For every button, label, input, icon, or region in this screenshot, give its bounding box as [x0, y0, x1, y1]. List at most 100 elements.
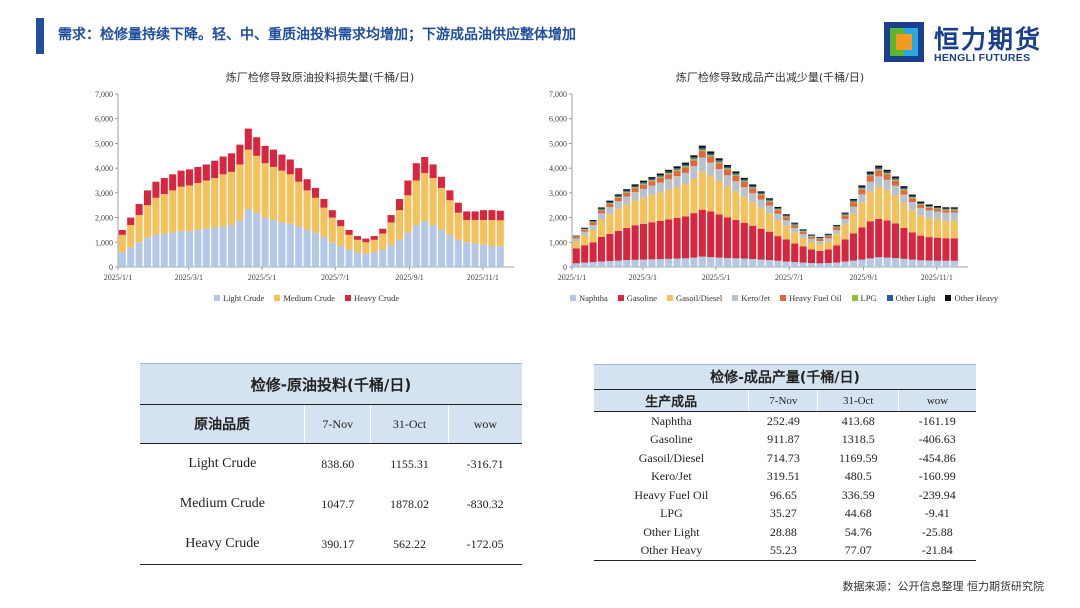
- bar-segment-kero-jet: [824, 238, 832, 242]
- cell-31oct: 1155.31: [390, 456, 429, 471]
- company-logo: 恒力期货 HENGLI FUTURES: [882, 20, 1052, 66]
- bar-segment-naphtha: [900, 258, 908, 267]
- bar-segment-kero-jet: [942, 212, 950, 221]
- bar-segment-lpg: [791, 224, 799, 226]
- bar-segment-gasoline: [807, 249, 816, 264]
- cell-wow: -454.86: [918, 450, 956, 465]
- bar-segment-kero-jet: [656, 182, 664, 193]
- bar-segment-naphtha: [749, 259, 757, 267]
- bar-segment-lpg: [597, 209, 606, 211]
- table-header: 31-Oct: [817, 389, 899, 412]
- bar-segment-heavy-crude: [185, 169, 194, 186]
- bar-segment-kero-jet: [690, 166, 698, 179]
- bar-segment-naphtha: [631, 259, 639, 267]
- bar-segment-heavy-crude: [236, 144, 244, 165]
- cell-7nov: 911.87: [767, 432, 800, 447]
- bar-segment-gasoil-diesel: [656, 192, 664, 221]
- bar-segment-heavy-fuel-oil: [807, 236, 816, 239]
- bar-segment-heavy-fuel-oil: [749, 188, 757, 194]
- bar-segment-heavy-fuel-oil: [732, 175, 740, 182]
- row-label: LPG: [660, 506, 683, 521]
- bar-segment-other-light: [639, 182, 648, 184]
- bar-segment-gasoil-diesel: [849, 213, 858, 234]
- bar-segment-lpg: [891, 179, 900, 181]
- bar-segment-gasoline: [690, 213, 698, 258]
- bar-segment-gasoil-diesel: [589, 229, 597, 243]
- row-label: Medium Crude: [179, 496, 265, 511]
- bar-segment-gasoil-diesel: [631, 200, 639, 226]
- bar-segment-naphtha: [597, 261, 606, 267]
- bar-segment-kero-jet: [572, 238, 580, 242]
- bar-segment-light-crude: [370, 252, 378, 267]
- bar-segment-gasoil-diesel: [917, 215, 925, 236]
- bar-segment-kero-jet: [681, 172, 690, 185]
- bar-segment-gasoline: [572, 248, 580, 264]
- bar-segment-heavy-crude: [127, 217, 135, 225]
- bar-segment-gasoline: [648, 222, 656, 260]
- bar-segment-lpg: [665, 172, 673, 175]
- y-tick-label: 1,000: [95, 238, 113, 247]
- bar-segment-gasoil-diesel: [698, 171, 706, 210]
- bar-segment-gasoline: [858, 227, 866, 260]
- bar-segment-lpg: [875, 169, 883, 171]
- bar-segment-medium-crude: [202, 180, 210, 229]
- bar-segment-heavy-fuel-oil: [707, 156, 715, 163]
- bar-segment-gasoline: [774, 236, 782, 261]
- bar-segment-other-heavy: [656, 173, 664, 176]
- bar-segment-heavy-crude: [211, 160, 219, 179]
- bar-segment-naphtha: [774, 260, 782, 267]
- bar-segment-other-light: [581, 228, 589, 230]
- bar-segment-gasoline: [917, 235, 925, 261]
- bar-segment-medium-crude: [471, 220, 479, 244]
- bar-segment-heavy-crude: [337, 220, 345, 227]
- cell-31oct: 1878.02: [390, 496, 430, 511]
- bar-segment-kero-jet: [614, 201, 622, 209]
- bar-segment-naphtha: [648, 259, 656, 267]
- bar-segment-light-crude: [185, 231, 194, 267]
- chart1-title: 炼厂检修导致原油投料损失量(千桶/日): [225, 71, 415, 84]
- bar-segment-heavy-fuel-oil: [698, 151, 706, 158]
- legend-item: Gasoil/Diesel: [667, 293, 722, 303]
- bar-segment-medium-crude: [404, 195, 412, 233]
- bar-segment-heavy-crude: [135, 203, 143, 216]
- legend-swatch: [851, 295, 858, 301]
- cell-31oct: 1318.5: [841, 432, 875, 447]
- bar-segment-other-light: [824, 234, 832, 236]
- cell-wow: -21.84: [898, 541, 976, 561]
- bar-segment-gasoline: [925, 237, 933, 261]
- bar-segment-gasoil-diesel: [900, 203, 908, 228]
- cell-7nov: 55.23: [748, 541, 818, 561]
- bar-segment-lpg: [631, 187, 639, 189]
- bar-segment-other-light: [900, 187, 908, 190]
- table-header: 7-Nov: [748, 389, 818, 412]
- bar-segment-gasoline: [824, 249, 832, 264]
- bar-segment-gasoline: [875, 218, 883, 258]
- bar-segment-gasoil-diesel: [715, 180, 723, 215]
- cell-wow: -172.05: [448, 524, 522, 565]
- bar-segment-heavy-crude: [488, 210, 496, 221]
- bar-segment-light-crude: [421, 221, 429, 267]
- title-accent-bar: [36, 18, 44, 54]
- bar-segment-medium-crude: [244, 149, 252, 209]
- bar-segment-heavy-crude: [160, 178, 168, 195]
- bar-segment-other-heavy: [648, 177, 656, 179]
- bar-segment-kero-jet: [715, 169, 723, 181]
- bar-segment-light-crude: [269, 220, 278, 267]
- cell-31oct: 336.59: [841, 487, 875, 502]
- bar-segment-naphtha: [765, 260, 774, 267]
- bar-segment-gasoline: [933, 237, 942, 261]
- bar-segment-lpg: [807, 236, 816, 237]
- y-tick-label: 3,000: [549, 189, 567, 198]
- bar-segment-medium-crude: [261, 163, 269, 218]
- bar-segment-gasoil-diesel: [623, 204, 631, 228]
- legend-label: Heavy Fuel Oil: [789, 293, 842, 303]
- row-label: Gasoline: [650, 432, 693, 447]
- bar-segment-gasoil-diesel: [639, 197, 648, 224]
- bar-segment-lpg: [765, 200, 774, 202]
- bar-segment-other-light: [597, 208, 606, 210]
- bar-segment-other-light: [841, 213, 849, 215]
- bar-segment-gasoil-diesel: [833, 234, 841, 246]
- bar-segment-gasoline: [698, 209, 706, 257]
- bar-segment-heavy-fuel-oil: [782, 217, 790, 221]
- legend-label: LPG: [860, 293, 877, 303]
